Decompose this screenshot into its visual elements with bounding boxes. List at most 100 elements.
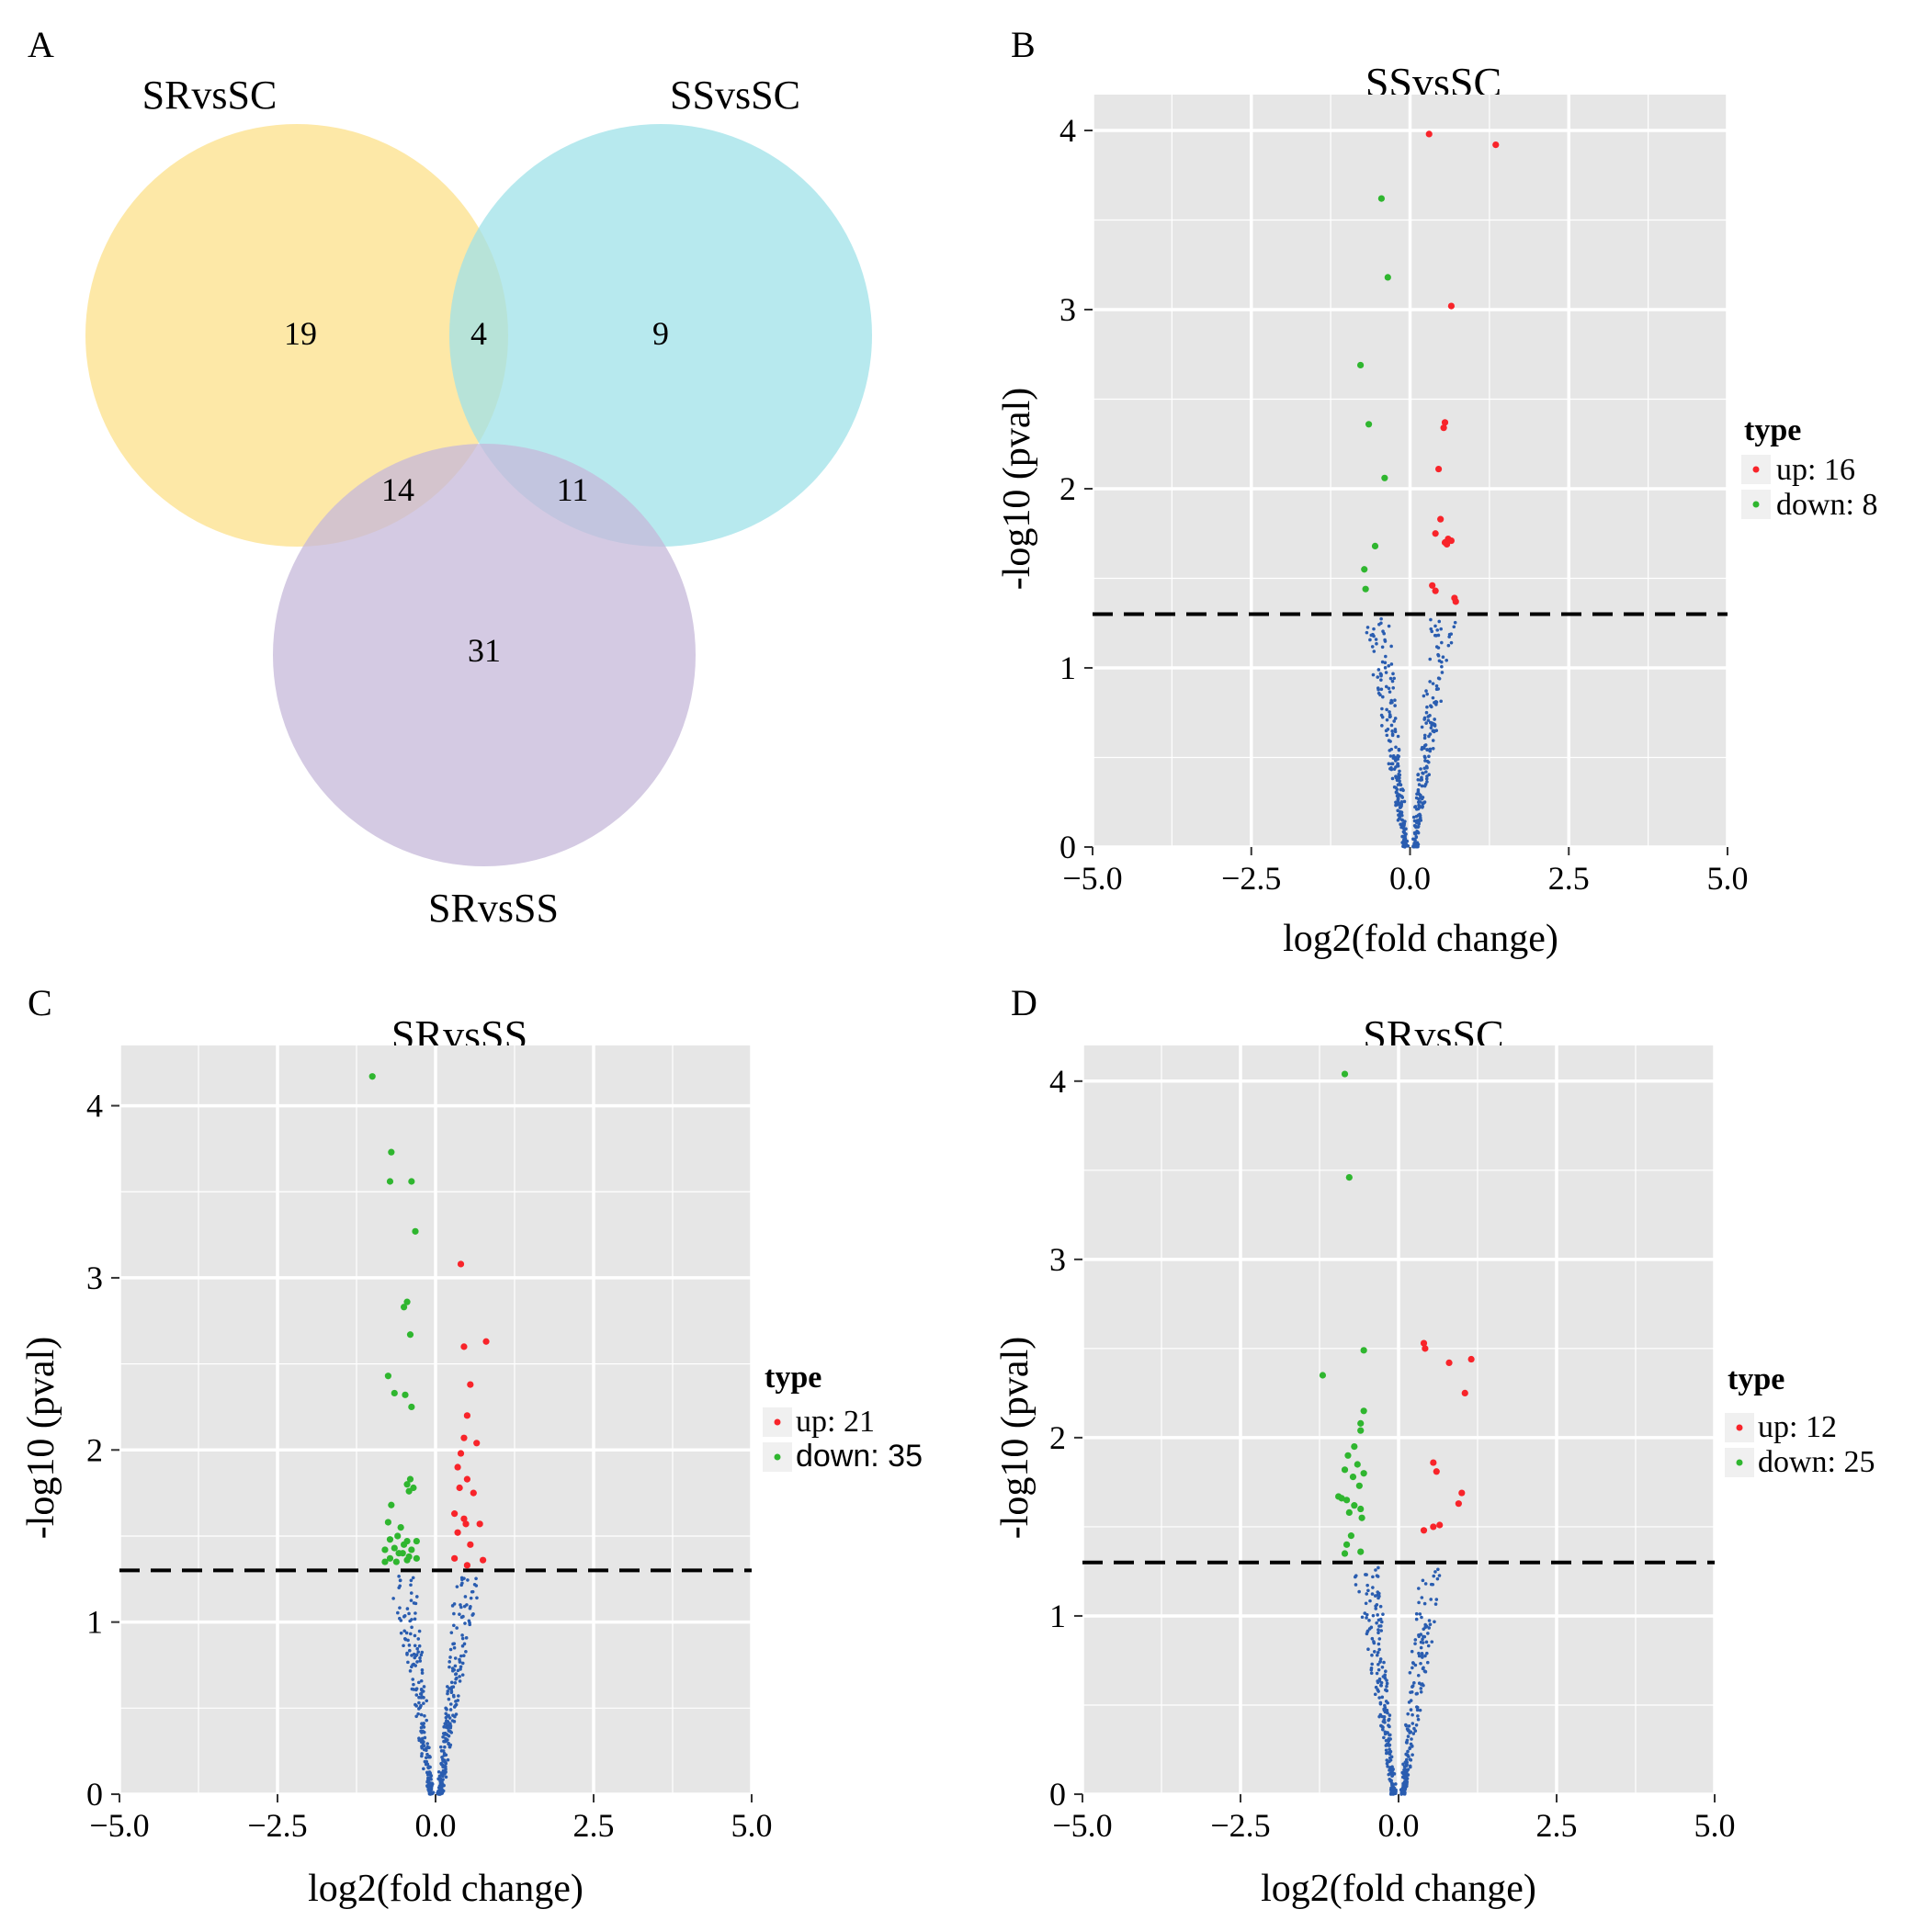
point-not-significant [1384, 684, 1388, 689]
point-not-significant [1411, 1666, 1414, 1670]
point-not-significant [459, 1615, 464, 1620]
point-not-significant [1370, 1662, 1374, 1666]
point-not-significant [1420, 784, 1424, 788]
point-not-significant [442, 1724, 446, 1729]
point-not-significant [458, 1660, 462, 1664]
point-not-significant [1377, 1667, 1381, 1672]
point-not-significant [462, 1576, 466, 1580]
point-not-significant [1422, 694, 1426, 698]
point-not-significant [414, 1595, 419, 1599]
point-not-significant [1419, 1645, 1423, 1650]
point-not-significant [1411, 815, 1416, 819]
point-down [408, 1178, 415, 1185]
point-not-significant [1388, 715, 1392, 718]
point-not-significant [421, 1689, 425, 1693]
point-not-significant [1385, 1761, 1389, 1766]
point-not-significant [1375, 1621, 1378, 1625]
point-down [1345, 1508, 1353, 1517]
point-not-significant [1416, 1717, 1421, 1722]
point-not-significant [1449, 640, 1454, 645]
point-not-significant [1381, 695, 1385, 699]
point-not-significant [1425, 705, 1429, 709]
x-axis-label: log2(fold change) [1283, 918, 1558, 960]
point-not-significant [1425, 774, 1429, 778]
legend-key-up [1736, 1424, 1743, 1431]
point-not-significant [448, 1655, 452, 1659]
point-not-significant [1377, 622, 1381, 627]
point-not-significant [419, 1703, 423, 1708]
point-not-significant [1428, 714, 1432, 717]
point-not-significant [1399, 810, 1404, 815]
point-not-significant [415, 1646, 420, 1651]
point-not-significant [1417, 1651, 1421, 1655]
point-not-significant [448, 1665, 451, 1669]
point-not-significant [420, 1694, 424, 1699]
point-not-significant [447, 1729, 451, 1733]
point-not-significant [1417, 783, 1422, 786]
y-tick-label: 2 [1049, 1419, 1066, 1456]
point-not-significant [428, 1791, 432, 1795]
point-not-significant [464, 1636, 469, 1640]
point-not-significant [414, 1654, 418, 1658]
point-up [1492, 141, 1500, 149]
legend-label-down: down: 25 [1758, 1445, 1875, 1479]
point-not-significant [1420, 1682, 1423, 1687]
point-not-significant [1411, 1732, 1416, 1735]
point-not-significant [1411, 1722, 1415, 1725]
point-not-significant [1388, 1766, 1392, 1769]
point-not-significant [1391, 686, 1396, 690]
point-not-significant [1421, 1666, 1425, 1671]
point-not-significant [1375, 1671, 1379, 1676]
point-not-significant [422, 1767, 425, 1771]
point-not-significant [1413, 1729, 1418, 1733]
point-up [1437, 515, 1444, 523]
point-not-significant [1387, 664, 1391, 668]
point-not-significant [1415, 1708, 1420, 1712]
point-not-significant [1430, 629, 1434, 634]
point-not-significant [1419, 767, 1422, 771]
point-not-significant [440, 1791, 445, 1794]
point-up [451, 1510, 459, 1518]
point-not-significant [474, 1576, 478, 1581]
point-not-significant [463, 1595, 468, 1599]
point-not-significant [459, 1605, 463, 1610]
point-not-significant [458, 1675, 461, 1678]
point-not-significant [1369, 1666, 1374, 1670]
point-not-significant [1417, 803, 1421, 808]
point-down [1351, 1443, 1358, 1451]
panel-label: D [1011, 982, 1037, 1023]
point-not-significant [1378, 1700, 1383, 1705]
point-not-significant [1389, 1755, 1394, 1759]
point-up [463, 1562, 470, 1569]
point-not-significant [1394, 765, 1398, 769]
point-not-significant [460, 1633, 464, 1637]
point-not-significant [420, 1731, 424, 1734]
point-not-significant [1439, 627, 1443, 631]
point-not-significant [411, 1663, 414, 1666]
point-not-significant [1428, 657, 1433, 661]
y-tick-label: 1 [1049, 1598, 1066, 1634]
point-not-significant [1388, 710, 1391, 714]
point-up [1458, 1489, 1466, 1497]
point-not-significant [425, 1742, 429, 1746]
point-down [1357, 1427, 1365, 1434]
point-not-significant [1375, 1574, 1379, 1577]
point-not-significant [469, 1596, 473, 1600]
point-not-significant [1405, 1763, 1409, 1767]
point-not-significant [1411, 1712, 1414, 1717]
point-not-significant [460, 1661, 465, 1666]
point-down [408, 1403, 415, 1411]
point-not-significant [452, 1611, 456, 1616]
point-not-significant [1400, 796, 1405, 799]
point-not-significant [1401, 835, 1406, 839]
point-not-significant [1414, 1611, 1419, 1616]
point-not-significant [440, 1755, 444, 1759]
point-not-significant [422, 1701, 425, 1705]
point-not-significant [1398, 769, 1401, 774]
point-not-significant [1365, 1630, 1369, 1633]
point-not-significant [446, 1738, 449, 1742]
point-up [1420, 1339, 1428, 1347]
point-not-significant [1427, 1619, 1432, 1622]
point-down [1384, 274, 1391, 281]
y-tick-label: 3 [1059, 291, 1076, 328]
